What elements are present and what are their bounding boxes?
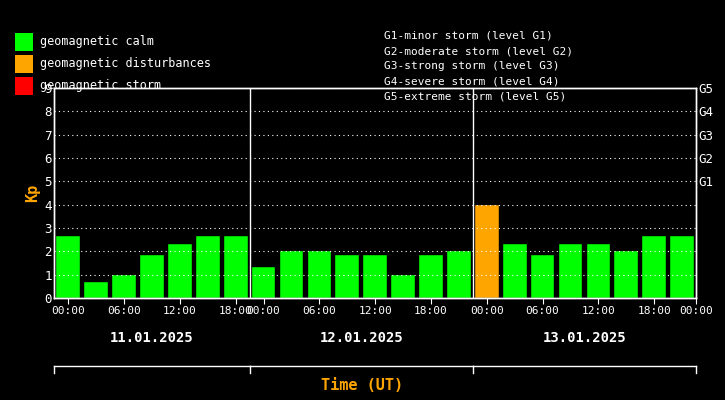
Bar [112,275,136,298]
Bar [670,236,694,298]
Bar [558,244,582,298]
Bar [224,236,247,298]
Text: G5-extreme storm (level G5): G5-extreme storm (level G5) [384,92,566,102]
Bar [336,255,359,298]
Bar [614,251,638,298]
Text: G3-strong storm (level G3): G3-strong storm (level G3) [384,61,560,71]
Text: 11.01.2025: 11.01.2025 [110,331,194,345]
Text: 13.01.2025: 13.01.2025 [542,331,626,345]
Bar [280,251,303,298]
Text: G1-minor storm (level G1): G1-minor storm (level G1) [384,31,553,41]
Bar [475,205,499,298]
Bar [140,255,164,298]
Text: G4-severe storm (level G4): G4-severe storm (level G4) [384,76,560,86]
Bar [363,255,387,298]
Bar [252,267,276,298]
Text: 12.01.2025: 12.01.2025 [320,331,403,345]
Bar [587,244,610,298]
Bar [392,275,415,298]
Bar [642,236,666,298]
Bar [531,255,555,298]
Bar [307,251,331,298]
Bar [168,244,192,298]
Bar [84,282,108,298]
Text: Time (UT): Time (UT) [321,378,404,393]
Text: geomagnetic calm: geomagnetic calm [40,36,154,48]
Text: geomagnetic disturbances: geomagnetic disturbances [40,58,211,70]
Bar [196,236,220,298]
Bar [447,251,471,298]
Text: geomagnetic storm: geomagnetic storm [40,80,161,92]
Bar [57,236,80,298]
Text: G2-moderate storm (level G2): G2-moderate storm (level G2) [384,46,573,56]
Bar [503,244,526,298]
Y-axis label: Kp: Kp [25,184,40,202]
Bar [419,255,443,298]
